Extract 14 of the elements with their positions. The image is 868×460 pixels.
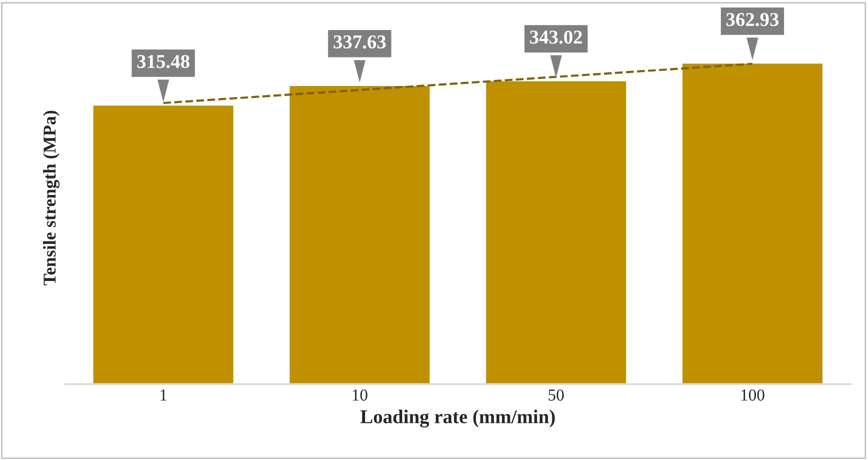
y-axis-title: Tensile strength (MPa) <box>43 110 60 286</box>
data-label: 337.63 <box>334 35 386 49</box>
x-tick-label: 100 <box>741 389 764 401</box>
data-label: 362.93 <box>726 13 779 26</box>
bar <box>681 62 824 384</box>
bar <box>92 104 235 384</box>
x-axis-title: Loading rate (mm/min) <box>360 410 555 428</box>
bar <box>484 80 628 384</box>
x-tick-label: 10 <box>352 389 368 401</box>
x-tick-label: 1 <box>160 390 166 401</box>
data-label: 343.02 <box>530 30 582 44</box>
bar <box>288 84 432 384</box>
x-tick-label: 50 <box>548 389 564 401</box>
data-label: 315.48 <box>137 54 190 68</box>
